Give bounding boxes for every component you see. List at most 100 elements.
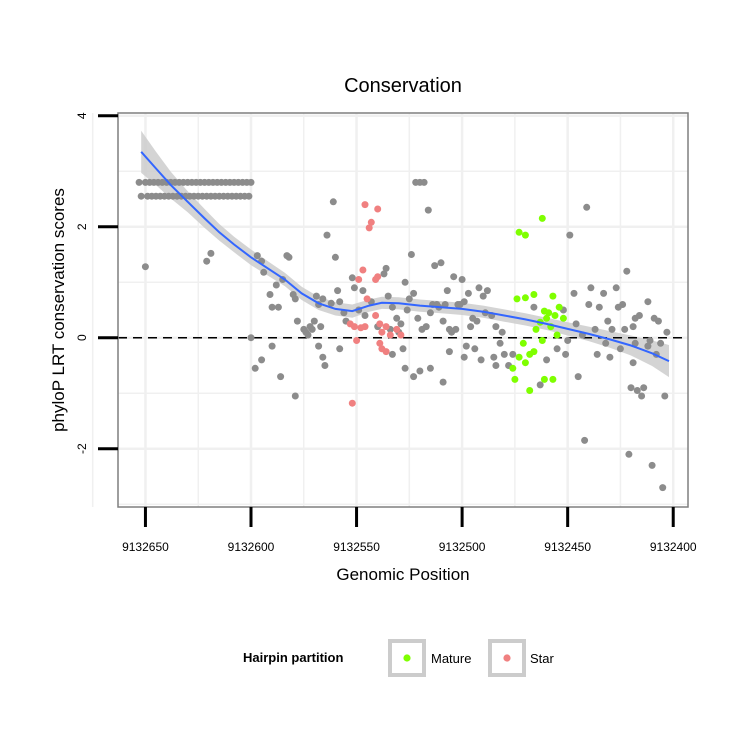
point-star — [386, 331, 394, 339]
point-other — [543, 356, 551, 364]
point-other — [452, 325, 460, 333]
point-other — [420, 178, 428, 186]
point-other — [623, 267, 631, 275]
point-other — [431, 262, 439, 270]
point-other — [336, 345, 344, 353]
point-other — [382, 264, 390, 272]
x-tick-label: 9132600 — [228, 540, 275, 554]
point-other — [317, 323, 325, 331]
point-other — [310, 317, 318, 325]
point-other — [616, 345, 624, 353]
point-mature — [532, 325, 540, 333]
point-other — [602, 339, 610, 347]
point-mature — [559, 314, 567, 322]
x-tick-label: 9132400 — [650, 540, 697, 554]
point-mature — [511, 375, 519, 383]
point-other — [348, 274, 356, 282]
point-other — [619, 301, 627, 308]
point-other — [483, 287, 491, 295]
point-other — [251, 364, 259, 372]
point-other — [437, 259, 445, 267]
point-other — [657, 339, 665, 347]
point-mature — [553, 331, 561, 339]
x-axis: 9132650 9132600 9132550 9132500 9132450 91324… — [122, 507, 697, 554]
point-other — [403, 306, 411, 314]
point-other — [445, 348, 453, 356]
point-other — [272, 281, 280, 289]
point-other — [458, 276, 466, 283]
point-other — [587, 284, 595, 292]
point-mature — [526, 387, 534, 394]
x-tick-label: 9132450 — [544, 540, 591, 554]
point-mature — [515, 228, 523, 236]
point-other — [274, 303, 282, 311]
point-other — [277, 373, 285, 381]
point-star — [348, 399, 356, 407]
point-other — [399, 345, 407, 353]
point-star — [353, 337, 361, 344]
x-tick-label: 9132500 — [439, 540, 486, 554]
point-other — [422, 323, 430, 331]
point-other — [323, 231, 331, 239]
point-other — [635, 312, 643, 319]
point-other — [570, 289, 578, 297]
point-other — [467, 323, 475, 331]
point-star — [376, 320, 384, 328]
point-other — [490, 353, 498, 361]
point-mature — [515, 353, 523, 361]
point-mature — [513, 295, 521, 303]
point-star — [361, 323, 369, 331]
point-other — [648, 461, 656, 469]
point-mature — [530, 291, 538, 298]
point-other — [308, 325, 316, 333]
legend: Hairpin partition Mature Star — [243, 639, 555, 677]
point-mature — [540, 375, 548, 383]
point-other — [629, 323, 637, 331]
point-other — [260, 268, 268, 276]
point-star — [361, 201, 369, 209]
point-other — [536, 381, 544, 389]
point-other — [654, 317, 662, 325]
point-other — [439, 378, 447, 386]
point-other — [401, 364, 409, 372]
point-other — [530, 303, 538, 311]
point-other — [247, 178, 255, 186]
point-other — [414, 314, 422, 322]
point-other — [644, 342, 652, 350]
point-other — [384, 292, 392, 300]
point-other — [426, 364, 434, 372]
point-other — [268, 342, 276, 350]
point-other — [359, 287, 367, 295]
point-other — [492, 323, 500, 331]
point-other — [631, 339, 639, 347]
point-star — [365, 224, 373, 232]
point-other — [443, 287, 451, 295]
point-other — [327, 299, 335, 307]
point-other — [460, 353, 468, 361]
point-other — [604, 317, 612, 325]
point-other — [291, 392, 299, 400]
point-other — [581, 436, 589, 444]
gridlines — [91, 113, 688, 507]
point-other — [334, 287, 342, 295]
point-other — [450, 273, 458, 281]
point-star — [372, 276, 380, 283]
point-other — [319, 353, 327, 361]
point-other — [439, 317, 447, 325]
point-star — [359, 266, 367, 274]
point-mature — [543, 314, 551, 322]
point-other — [663, 328, 671, 336]
point-other — [350, 284, 358, 292]
legend-title: Hairpin partition — [243, 650, 343, 665]
point-other — [312, 292, 320, 300]
point-mature — [545, 309, 553, 317]
legend-dot-star — [503, 654, 511, 662]
point-star — [376, 339, 384, 347]
point-other — [595, 303, 603, 311]
point-other — [629, 359, 637, 367]
point-other — [606, 353, 614, 361]
point-other — [464, 289, 472, 297]
point-other — [203, 257, 211, 265]
point-other — [388, 350, 396, 358]
